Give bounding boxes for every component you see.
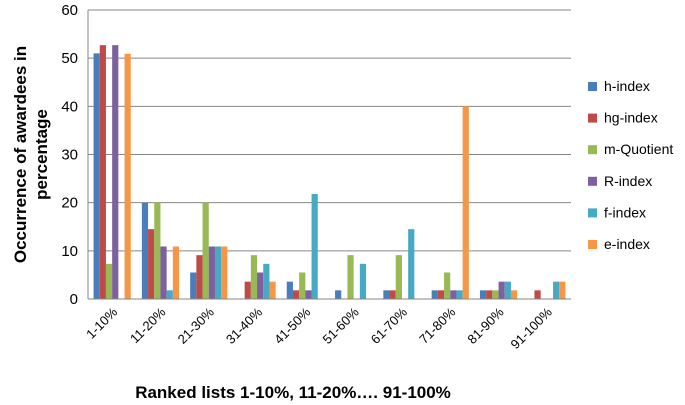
x-tick-label: 11-20% — [127, 304, 169, 346]
bar — [450, 290, 457, 299]
legend-label: R-index — [604, 173, 652, 189]
bar — [257, 272, 264, 299]
x-tick-label: 91-100% — [508, 304, 556, 352]
legend-swatch — [588, 176, 597, 186]
y-tick-label: 60 — [61, 2, 78, 19]
x-tick-label: 21-30% — [175, 304, 218, 347]
bar — [492, 290, 499, 299]
bar — [160, 246, 167, 299]
bar — [148, 229, 155, 299]
bar — [498, 281, 505, 299]
legend-swatch — [588, 113, 597, 123]
y-axis-ticks: 0 10 20 30 40 50 60 — [61, 2, 78, 308]
bars — [93, 45, 566, 299]
bar — [172, 246, 180, 299]
bar — [479, 290, 487, 299]
x-tick-label: 81-90% — [464, 304, 507, 347]
bar — [263, 263, 270, 299]
bar — [305, 290, 312, 299]
bar — [437, 290, 445, 299]
bar — [347, 255, 354, 299]
legend-label: e-index — [604, 236, 650, 252]
y-axis-title: Occurrence of awardees in percentage — [11, 46, 51, 263]
bar — [208, 246, 215, 299]
bar — [359, 263, 367, 299]
legend-swatch — [588, 145, 597, 155]
y-tick-label: 40 — [61, 98, 78, 115]
x-tick-label: 61-70% — [368, 304, 411, 347]
bar — [462, 106, 469, 299]
bar — [214, 246, 222, 299]
bar — [395, 255, 402, 299]
bar — [141, 202, 149, 299]
bar — [190, 272, 197, 299]
y-tick-label: 0 — [70, 291, 78, 308]
legend-label: hg-index — [604, 110, 658, 126]
bar — [389, 290, 396, 299]
bar — [559, 281, 566, 299]
bar — [269, 281, 276, 299]
y-axis-title-line: percentage — [32, 109, 51, 200]
bar — [534, 290, 541, 299]
x-tick-label: 31-40% — [223, 304, 266, 347]
bar — [93, 53, 100, 299]
bar — [292, 290, 300, 299]
y-tick-label: 20 — [61, 195, 78, 212]
bar — [202, 202, 209, 299]
bar — [335, 290, 342, 299]
y-tick-label: 30 — [61, 147, 78, 164]
bar — [221, 246, 228, 299]
bar — [99, 45, 106, 299]
bar — [456, 290, 463, 299]
x-axis-ticks: 1-10% 11-20% 21-30% 31-40% 41-50% 51-60% 61-70… — [83, 304, 555, 352]
x-tick-label: 1-10% — [83, 304, 120, 341]
x-tick-label: 51-60% — [319, 304, 362, 347]
y-axis-title-line: Occurrence of awardees in — [11, 46, 30, 263]
bar — [299, 272, 306, 299]
bar — [250, 255, 258, 299]
bar — [486, 290, 493, 299]
x-tick-label: 71-80% — [416, 304, 459, 347]
bar — [311, 193, 318, 299]
bar — [196, 255, 203, 299]
bar — [154, 202, 161, 299]
bar — [166, 290, 173, 299]
bar — [510, 290, 518, 299]
gridlines — [88, 9, 571, 252]
y-tick-label: 50 — [61, 50, 78, 67]
x-axis-title: Ranked lists 1-10%, 11-20%…. 91-100% — [135, 383, 451, 402]
bar — [286, 281, 293, 299]
bar — [124, 53, 131, 299]
legend-swatch — [588, 208, 597, 218]
bar — [431, 290, 438, 299]
x-tick-label: 41-50% — [271, 304, 314, 347]
legend: h-index hg-index m-Quotient R-index f-index e… — [588, 78, 673, 252]
y-tick-label: 10 — [61, 243, 78, 260]
legend-swatch — [588, 82, 597, 91]
bar — [504, 281, 511, 299]
legend-label: f-index — [604, 204, 646, 220]
bar — [112, 45, 119, 299]
bar — [105, 263, 113, 299]
legend-label: h-index — [604, 78, 650, 94]
bar — [553, 281, 560, 299]
legend-swatch — [588, 240, 597, 249]
bar — [408, 229, 415, 299]
bar — [444, 272, 451, 299]
bar — [244, 281, 251, 299]
bar — [383, 290, 390, 299]
legend-label: m-Quotient — [604, 141, 673, 157]
